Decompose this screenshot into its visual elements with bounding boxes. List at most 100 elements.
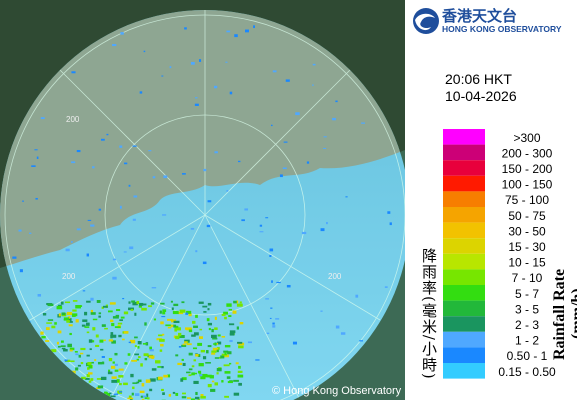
echo — [286, 284, 291, 288]
echo — [138, 302, 144, 306]
echo — [114, 352, 118, 356]
echo — [221, 335, 226, 338]
echo — [181, 396, 187, 399]
echo — [193, 372, 198, 375]
echo — [162, 311, 166, 315]
echo — [107, 310, 113, 313]
echo — [148, 355, 155, 359]
echo — [227, 351, 232, 355]
echo — [128, 307, 134, 311]
echo — [275, 318, 280, 320]
echo — [224, 351, 227, 355]
echo — [207, 374, 212, 378]
echo — [119, 391, 123, 393]
echo — [193, 332, 199, 336]
echo — [74, 351, 78, 353]
legend-swatch — [443, 160, 485, 176]
echo — [384, 286, 388, 288]
legend-label: 200 - 300 — [502, 146, 553, 160]
echo — [139, 390, 145, 394]
echo — [191, 372, 195, 376]
echo — [162, 309, 167, 312]
echo — [195, 250, 198, 253]
echo — [80, 347, 86, 351]
echo — [71, 161, 76, 164]
echo — [178, 332, 182, 337]
echo — [207, 308, 210, 311]
echo — [124, 362, 128, 365]
legend-swatch — [443, 238, 485, 254]
echo — [90, 309, 94, 313]
echo — [138, 356, 141, 359]
echo — [130, 308, 134, 311]
echo — [323, 136, 327, 138]
echo — [192, 320, 196, 324]
echo — [139, 91, 143, 94]
echo — [97, 361, 103, 365]
echo — [47, 319, 54, 321]
legend-swatch — [443, 347, 485, 363]
echo — [161, 75, 164, 77]
legend-label: 2 - 3 — [515, 318, 539, 332]
echo — [64, 359, 71, 363]
echo — [205, 362, 211, 364]
echo — [198, 336, 203, 339]
echo — [118, 375, 124, 378]
echo — [108, 369, 111, 373]
range-rings — [4, 10, 405, 400]
echo — [210, 388, 216, 392]
legend-swatch — [443, 207, 485, 223]
echo — [116, 309, 121, 312]
echo — [37, 294, 42, 297]
echo — [68, 321, 73, 323]
echo — [122, 297, 125, 300]
echo — [271, 280, 273, 283]
echo — [197, 354, 201, 358]
echo — [69, 349, 73, 352]
legend-swatch — [443, 129, 485, 145]
echo — [112, 361, 115, 364]
echo — [175, 354, 179, 357]
echo — [114, 369, 119, 372]
range-label: 200 — [328, 272, 342, 281]
echo — [149, 346, 152, 350]
legend-swatch — [443, 316, 485, 332]
echo — [117, 322, 123, 325]
echo — [132, 301, 138, 306]
echo — [96, 378, 102, 380]
echo — [18, 229, 22, 232]
echo — [255, 359, 260, 361]
echo — [172, 391, 176, 394]
echo — [151, 287, 157, 289]
echo — [122, 338, 125, 341]
echo — [198, 370, 202, 374]
echo — [81, 324, 86, 327]
echo — [147, 397, 150, 400]
legend-swatch — [443, 269, 485, 285]
echo — [181, 344, 187, 347]
echo — [84, 378, 90, 380]
echo — [98, 312, 102, 315]
echo — [36, 156, 39, 160]
copyright: © Hong Kong Observatory — [272, 385, 402, 397]
echo — [265, 217, 269, 219]
echo — [141, 398, 144, 400]
echo — [29, 232, 32, 234]
echo — [116, 379, 120, 383]
echo — [188, 329, 193, 333]
echo — [238, 382, 242, 386]
echo — [141, 307, 147, 311]
echo — [174, 325, 179, 328]
echo — [155, 360, 161, 364]
echo — [207, 200, 212, 203]
echo — [97, 385, 104, 389]
echo — [153, 318, 157, 321]
echo — [148, 305, 152, 308]
echo — [175, 327, 181, 331]
echo — [161, 366, 164, 369]
echo — [162, 392, 165, 396]
echo — [211, 334, 217, 339]
echo — [136, 300, 140, 305]
echo — [111, 379, 117, 383]
